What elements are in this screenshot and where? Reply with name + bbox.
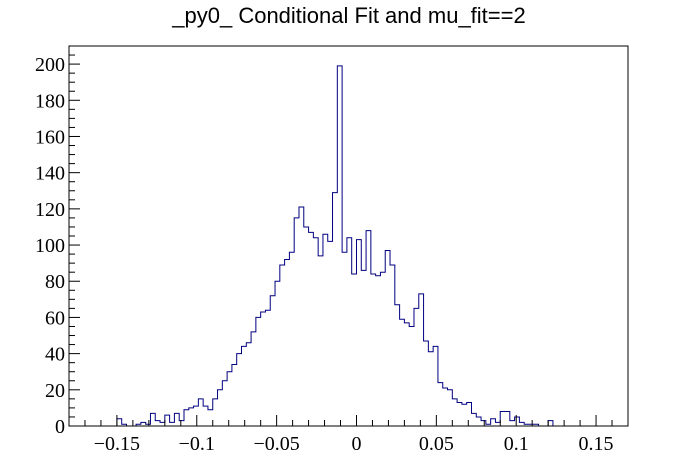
x-tick-label: −0.05 — [253, 433, 299, 455]
y-tick-label: 100 — [35, 235, 65, 257]
x-tick-label: 0.15 — [579, 433, 614, 455]
y-tick-label: 140 — [35, 163, 65, 185]
histogram-series — [69, 65, 582, 427]
y-tick-label: 180 — [35, 90, 65, 112]
y-tick-label: 200 — [35, 54, 65, 76]
y-tick-label: 20 — [45, 380, 65, 402]
x-tick-label: 0.1 — [504, 433, 529, 455]
histogram-outline — [69, 65, 582, 427]
x-tick-label: 0 — [351, 433, 361, 455]
y-tick-label: 60 — [45, 307, 65, 329]
x-tick-label: −0.15 — [94, 433, 140, 455]
chart-title: _py0_ Conditional Fit and mu_fit==2 — [171, 3, 525, 28]
y-tick-label: 120 — [35, 199, 65, 221]
y-tick-label: 160 — [35, 126, 65, 148]
y-tick-label: 40 — [45, 344, 65, 366]
axes: −0.15 −0.1 −0.05 0 0.05 0.1 0.15 0 20 40 60 80 100 12… — [35, 45, 629, 455]
x-tick-label: 0.05 — [419, 433, 454, 455]
y-tick-label: 80 — [45, 271, 65, 293]
y-tick-label: 0 — [55, 416, 65, 438]
x-tick-label: −0.1 — [179, 433, 215, 455]
